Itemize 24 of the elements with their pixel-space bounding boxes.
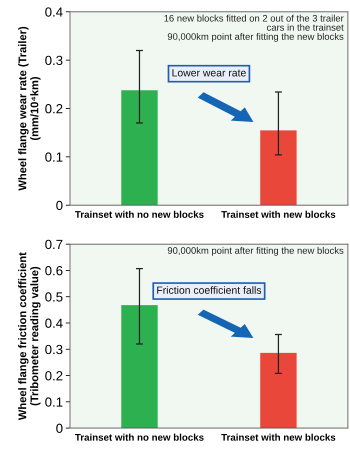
x-tick-label: Trainset with no new blocks <box>75 434 204 441</box>
x-tick-label: Trainset with new blocks <box>221 434 336 441</box>
y-tick-label: 0.4 <box>45 7 63 17</box>
y-tick-label: 0.2 <box>45 104 62 114</box>
y-tick-label: 0.2 <box>45 371 62 380</box>
y-axis-title: Wheel flange wear rate (Trailer) (mm/10⁴km) <box>18 26 41 191</box>
y-tick-label: 0 <box>56 424 63 433</box>
annotation: Friction coefficient falls <box>157 286 262 294</box>
y-tick-label: 0.3 <box>45 56 62 66</box>
y-tick-label: 0.4 <box>45 318 63 328</box>
y-tick-label: 0.3 <box>45 344 62 354</box>
annotation: 90,000km point after fitting the new blocks <box>168 246 344 256</box>
y-tick-label: 0.5 <box>45 292 63 302</box>
y-axis-title: Wheel flange friction coefficient (Tribometer reading value) <box>18 252 41 420</box>
y-tick-label: 0.6 <box>45 266 62 276</box>
x-tick-label: Trainset with no new blocks <box>75 210 204 218</box>
y-tick-label: 0.1 <box>45 397 62 407</box>
y-tick-label: 0.1 <box>45 152 62 162</box>
annotation: 90,000km point after fitting the new blocks <box>168 32 344 42</box>
y-tick-label: 0 <box>56 200 63 210</box>
annotation: 16 new blocks fitted on 2 out of the 3 trailer cars in the trainset <box>164 14 344 31</box>
y-tick-label: 0.7 <box>45 240 62 250</box>
annotation: Lower wear rate <box>172 69 246 76</box>
x-tick-label: Trainset with new blocks <box>221 210 336 218</box>
